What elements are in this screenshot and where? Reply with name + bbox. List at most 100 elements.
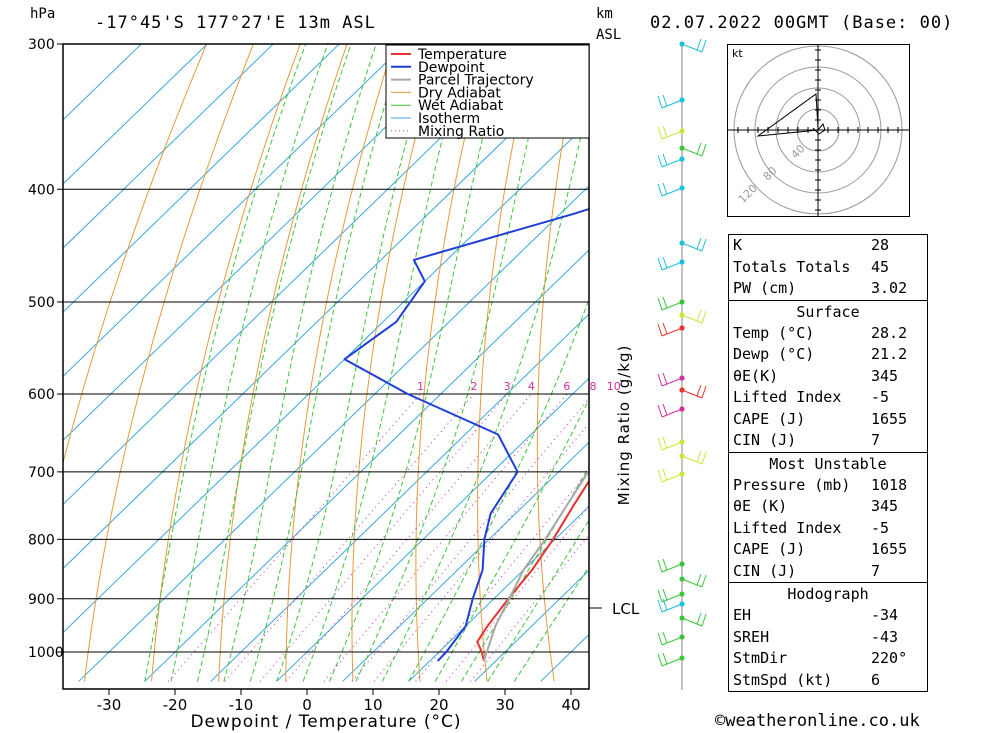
wind-barb-flag: [696, 450, 702, 463]
isotherm-line: [63, 44, 340, 313]
dry-adiabat-line: [351, 44, 442, 682]
wind-barb-shaft: [661, 408, 683, 418]
mu-label: θE (K): [733, 497, 788, 515]
wet-adiabat-line: [434, 398, 589, 682]
wind-barb-flag: [662, 182, 668, 195]
index-label: K: [733, 236, 743, 254]
wind-barb-flag: [657, 437, 663, 451]
mixing-ratio-tick-label: 4: [528, 380, 535, 393]
mu-row: CAPE (J) 1655: [729, 539, 927, 561]
mu-value: 1655: [871, 540, 908, 558]
wind-barb-shaft: [661, 593, 683, 603]
lcl-label: LCL: [612, 600, 640, 618]
wind-barb-shaft: [681, 43, 703, 53]
wind-barb-shaft: [661, 657, 683, 667]
wet-adiabat-line: [355, 44, 551, 682]
mu-value: 7: [871, 561, 881, 580]
wind-barb-flag: [662, 436, 668, 449]
wind-barb-flag: [657, 257, 663, 271]
mu-value: -5: [871, 518, 890, 537]
dry-adiabat-line: [415, 44, 488, 682]
x-tick-label: 40: [561, 696, 580, 714]
mu-label: Lifted Index: [733, 518, 842, 537]
pressure-tick-label: 600: [28, 387, 55, 403]
isotherm-line: [144, 249, 589, 682]
wind-barb-flag: [696, 573, 702, 586]
mixing-ratio-line: [445, 505, 589, 682]
x-tick-label: -10: [229, 696, 254, 714]
wind-barb-flag: [657, 589, 663, 603]
index-label: Totals Totals: [733, 257, 851, 276]
hodo-label: EH: [733, 606, 752, 624]
surface-row: CIN (J) 7: [729, 430, 927, 452]
mixing-ratio-tick-label: 6: [563, 380, 570, 393]
wind-barb-flag: [701, 238, 707, 252]
skew-t-chart: -30 -20 -10 0 10 20 30 40 300 400 500 600 700 800 900…: [28, 37, 640, 732]
x-tick-label: 0: [302, 696, 312, 714]
mixing-ratio-tick-label: 8: [590, 380, 597, 393]
wind-barb-shaft: [681, 314, 703, 324]
wind-barb-shaft: [661, 636, 683, 646]
isotherm-line: [474, 569, 589, 682]
legend-label: Parcel Trajectory: [418, 73, 534, 89]
mu-label: Pressure (mb): [733, 475, 851, 494]
wind-barb-shaft: [661, 441, 683, 451]
pressure-tick-label: 1000: [28, 645, 64, 661]
height-unit-top: km: [596, 6, 613, 22]
surface-section: Surface Temp (°C) 28.2 Dewp (°C) 21.2 θE(K…: [729, 299, 927, 452]
wind-barb-flag: [662, 558, 668, 571]
isotherm-line: [408, 505, 589, 682]
wind-barb-flag: [701, 613, 707, 627]
pressure-tick-label: 900: [28, 592, 55, 608]
wet-adiabat-line: [408, 297, 589, 682]
mixing-ratio-labels: 12346810152025: [417, 380, 621, 393]
temperature-line: [476, 479, 589, 662]
wind-barb-flag: [701, 310, 707, 324]
copyright: ©weatheronline.co.uk: [715, 711, 920, 731]
isotherm-line: [63, 44, 142, 121]
wind-barb-flag: [701, 385, 707, 399]
wind-barb-shaft: [661, 99, 683, 109]
surface-label: CAPE (J): [733, 409, 806, 428]
mu-label: CIN (J): [733, 561, 797, 580]
wind-barb-shaft: [681, 389, 703, 399]
wind-barb-flag: [657, 183, 663, 197]
x-tick-label: -20: [163, 696, 188, 714]
x-axis-label: Dewpoint / Temperature (°C): [190, 712, 461, 732]
hodograph-trace: [756, 93, 826, 137]
surface-label: CIN (J): [733, 431, 797, 449]
mu-label: CAPE (J): [733, 540, 806, 558]
surface-label: θE(K): [733, 366, 779, 385]
wind-barb-flag: [657, 126, 663, 140]
hodograph-unit: kt: [732, 47, 743, 60]
wet-adiabat-line: [170, 44, 329, 682]
index-row: PW (cm) 3.02: [729, 278, 927, 300]
surface-value: 28.2: [871, 323, 908, 342]
pressure-axis-unit: hPa: [30, 6, 56, 22]
wind-barb-shaft: [681, 242, 703, 252]
index-row: Totals Totals 45: [729, 257, 927, 279]
legend-label: Mixing Ratio: [418, 124, 504, 140]
dewpoint-line: [343, 207, 589, 662]
wind-barb-shaft: [661, 301, 683, 311]
wind-barb-flag: [657, 323, 663, 337]
wind-barb-flag: [657, 373, 663, 387]
wind-barb-flag: [662, 322, 668, 335]
index-label: PW (cm): [733, 279, 797, 297]
mu-row: CIN (J) 7: [729, 561, 927, 583]
mu-row: Lifted Index -5: [729, 518, 927, 540]
hodo-row: StmDir 220°: [729, 648, 927, 670]
hodo-value: 6: [871, 670, 881, 689]
hodograph-title: Hodograph: [787, 585, 869, 603]
dry-adiabat-line: [536, 44, 582, 682]
wind-barb-flag: [696, 612, 702, 625]
surface-value: 21.2: [871, 345, 908, 363]
wind-barb-shaft: [661, 377, 683, 387]
index-value: 28: [871, 236, 890, 254]
wind-profile: [657, 38, 707, 690]
isotherm-line: [210, 313, 589, 682]
wind-barb-flag: [657, 469, 663, 483]
surface-label: Lifted Index: [733, 388, 842, 406]
surface-label: Dewp (°C): [733, 345, 815, 363]
